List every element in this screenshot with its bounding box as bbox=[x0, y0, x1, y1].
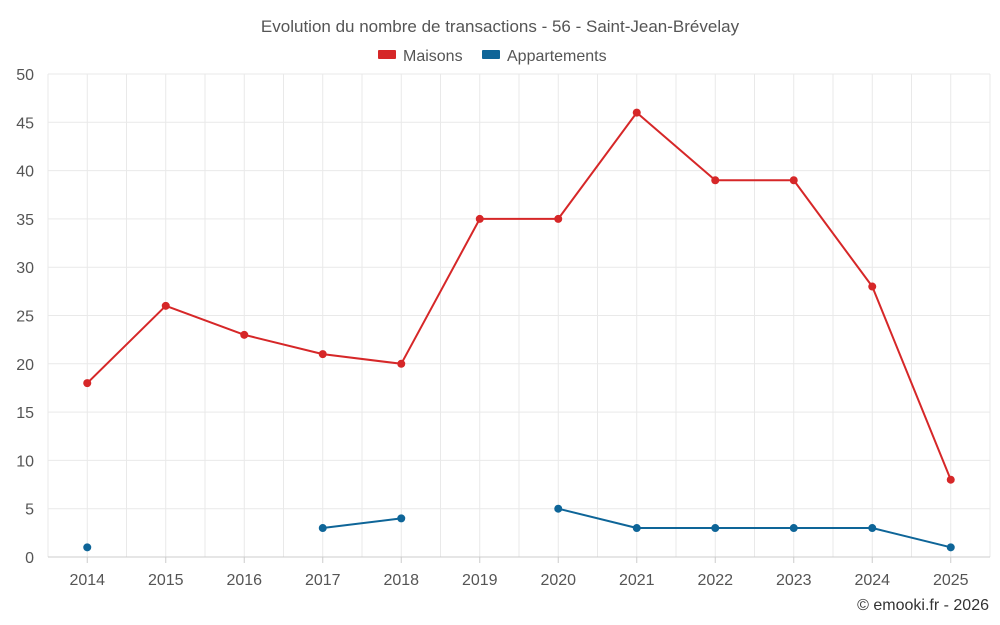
y-tick-label: 45 bbox=[16, 115, 34, 132]
legend-item-maisons[interactable]: Maisons bbox=[378, 48, 463, 65]
data-point[interactable] bbox=[711, 176, 720, 185]
legend-label-appartements: Appartements bbox=[507, 48, 607, 65]
data-point[interactable] bbox=[711, 524, 720, 533]
legend: Maisons Appartements bbox=[378, 48, 607, 65]
y-tick-label: 30 bbox=[16, 260, 34, 277]
legend-swatch-appartements bbox=[482, 50, 500, 59]
x-tick-label: 2014 bbox=[69, 572, 105, 589]
y-tick-label: 5 bbox=[25, 502, 34, 519]
data-point[interactable] bbox=[83, 379, 92, 388]
series-line bbox=[86, 111, 952, 481]
data-point[interactable] bbox=[868, 524, 877, 533]
data-point[interactable] bbox=[554, 214, 563, 223]
x-tick-label: 2024 bbox=[854, 572, 890, 589]
data-point[interactable] bbox=[83, 543, 92, 552]
data-point[interactable] bbox=[554, 504, 563, 513]
x-tick-label: 2019 bbox=[462, 572, 498, 589]
grid bbox=[47, 73, 991, 558]
x-tick-label: 2017 bbox=[305, 572, 341, 589]
data-point[interactable] bbox=[789, 176, 798, 185]
x-tick-label: 2022 bbox=[697, 572, 733, 589]
y-tick-label: 15 bbox=[16, 405, 34, 422]
x-tick-label: 2020 bbox=[540, 572, 576, 589]
data-point[interactable] bbox=[946, 543, 955, 552]
y-tick-label: 25 bbox=[16, 309, 34, 326]
series-line bbox=[557, 507, 952, 549]
y-tick-label: 10 bbox=[16, 453, 34, 470]
x-tick-label: 2015 bbox=[148, 572, 184, 589]
data-point[interactable] bbox=[789, 524, 798, 533]
data-point[interactable] bbox=[475, 214, 484, 223]
data-point[interactable] bbox=[318, 350, 327, 359]
data-point[interactable] bbox=[397, 359, 406, 368]
data-point[interactable] bbox=[240, 330, 249, 339]
series bbox=[83, 108, 955, 552]
chart-title: Evolution du nombre de transactions - 56… bbox=[261, 17, 740, 36]
x-axis-ticks: 2014 2015 2016 2017 2018 2019 2020 2021 2022 2023… bbox=[69, 557, 969, 589]
y-tick-label: 40 bbox=[16, 164, 34, 181]
x-tick-label: 2018 bbox=[383, 572, 419, 589]
series-line bbox=[321, 517, 403, 530]
x-tick-label: 2016 bbox=[226, 572, 262, 589]
data-point[interactable] bbox=[632, 524, 641, 533]
y-tick-label: 0 bbox=[25, 550, 34, 567]
data-point[interactable] bbox=[868, 282, 877, 291]
legend-label-maisons: Maisons bbox=[403, 48, 463, 65]
credit-text: © emooki.fr - 2026 bbox=[857, 597, 989, 614]
legend-item-appartements[interactable]: Appartements bbox=[482, 48, 607, 65]
data-point[interactable] bbox=[632, 108, 641, 117]
y-tick-label: 35 bbox=[16, 212, 34, 229]
data-point[interactable] bbox=[161, 301, 170, 310]
data-point[interactable] bbox=[397, 514, 406, 523]
series-maisons bbox=[83, 108, 955, 484]
legend-swatch-maisons bbox=[378, 50, 396, 59]
y-tick-label: 20 bbox=[16, 357, 34, 374]
x-tick-label: 2023 bbox=[776, 572, 812, 589]
y-tick-label: 50 bbox=[16, 67, 34, 84]
series-appartements bbox=[83, 504, 955, 552]
x-tick-label: 2025 bbox=[933, 572, 969, 589]
data-point[interactable] bbox=[318, 524, 327, 533]
x-tick-label: 2021 bbox=[619, 572, 655, 589]
y-axis-ticks: 0 5 10 15 20 25 30 35 40 45 50 bbox=[16, 67, 34, 567]
data-point[interactable] bbox=[946, 475, 955, 484]
